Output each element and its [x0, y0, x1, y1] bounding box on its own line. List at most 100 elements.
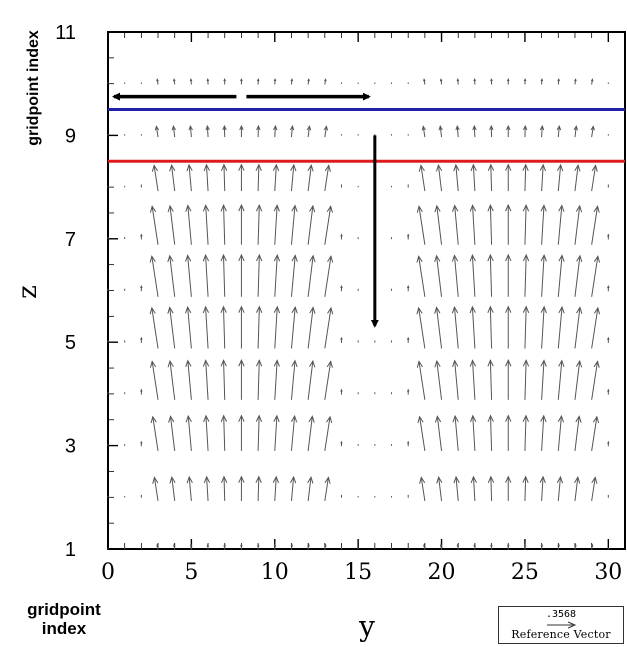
vector-arrow: [487, 414, 494, 451]
vector-arrow: [590, 78, 594, 85]
vector-arrow: [340, 285, 343, 292]
vector-arrow: [289, 475, 297, 501]
vector-arrow: [470, 414, 477, 451]
vector-arrow: [273, 253, 281, 297]
vector-arrow: [307, 359, 316, 400]
vector-arrow: [487, 305, 494, 349]
vector-arrow: [186, 163, 193, 192]
vector-arrow: [505, 203, 512, 245]
reference-vector-box: .3568 Reference Vector: [498, 606, 624, 644]
x-axis-gridpoint-label-line1: gridpoint: [27, 600, 101, 619]
vector-arrow: [188, 124, 193, 138]
vector-arrow: [173, 78, 176, 85]
vector-arrow: [574, 204, 583, 245]
vector-arrow: [574, 543, 577, 550]
vector-arrow: [307, 306, 316, 349]
vector-arrow: [307, 415, 315, 451]
vector-arrow: [557, 359, 565, 400]
vector-arrow: [557, 543, 560, 550]
vector-arrow: [434, 359, 443, 400]
vector-arrow: [238, 359, 245, 400]
vector-arrow: [452, 204, 459, 245]
vector-arrow: [523, 543, 527, 550]
vector-arrow: [223, 78, 226, 85]
vector-arrow: [557, 414, 565, 451]
vector-arrow: [307, 78, 310, 85]
vector-arrow: [220, 414, 228, 451]
vector-arrow: [273, 78, 277, 85]
vector-arrow: [505, 359, 512, 400]
vector-arrow: [273, 414, 280, 451]
vector-arrow: [469, 253, 476, 297]
vector-arrow: [423, 543, 426, 550]
vector-arrow: [255, 359, 263, 400]
vector-arrow: [324, 78, 327, 85]
vector-arrow: [185, 414, 192, 451]
vector-arrow: [456, 543, 460, 550]
x-tick-label: 10: [261, 560, 289, 585]
vector-arrow: [290, 78, 294, 85]
vector-arrow: [307, 476, 314, 501]
vector-arrow: [324, 415, 333, 451]
vector-arrow: [154, 125, 160, 138]
vector-arrow: [522, 163, 529, 192]
reference-vector-value: .3568: [545, 609, 577, 620]
vector-arrow: [469, 359, 477, 400]
vector-arrow: [522, 475, 529, 501]
vector-arrow: [436, 476, 443, 501]
vector-arrow: [539, 163, 546, 192]
vector-arrow: [189, 78, 193, 85]
vector-arrow: [607, 388, 610, 395]
vector-arrow: [203, 475, 211, 501]
vector-arrow: [455, 124, 460, 138]
vector-arrow: [256, 253, 263, 297]
vector-arrow: [150, 415, 159, 451]
vector-arrow: [324, 360, 333, 400]
vector-arrow: [238, 163, 245, 192]
x-axis-label: y: [358, 610, 375, 643]
vector-arrow: [272, 163, 280, 192]
vector-arrow: [290, 254, 298, 297]
vector-arrow: [607, 233, 610, 240]
y-axis-gridpoint-label: gridpoint index: [25, 30, 42, 146]
vector-arrow: [206, 78, 210, 85]
vector-arrow: [557, 254, 565, 297]
vector-arrow: [557, 204, 565, 245]
vector-arrow: [540, 78, 544, 85]
vector-arrow: [221, 475, 228, 501]
vector-arrow: [434, 204, 443, 245]
vector-arrow: [489, 124, 494, 138]
vector-arrow: [416, 360, 426, 400]
vector-arrow: [290, 414, 298, 451]
vector-arrow: [574, 306, 583, 349]
vector-arrow: [256, 543, 260, 550]
vector-arrow: [340, 388, 343, 395]
reference-vector-label: Reference Vector: [511, 628, 611, 641]
vector-arrow: [591, 255, 601, 297]
vector-arrow: [324, 164, 331, 192]
vector-arrow: [591, 476, 598, 502]
vector-arrow: [156, 543, 159, 550]
vector-arrow: [505, 253, 512, 297]
vector-arrow: [324, 255, 334, 297]
annotation-overlays: [108, 92, 625, 328]
vector-arrow: [140, 233, 143, 240]
vector-arrow: [523, 78, 527, 85]
vector-arrow: [522, 124, 528, 138]
vector-arrow: [273, 543, 277, 550]
vector-arrow: [451, 254, 459, 297]
vector-arrow: [289, 124, 295, 138]
vector-arrow: [591, 205, 600, 245]
vector-arrow: [140, 440, 143, 447]
vector-arrow: [607, 440, 610, 447]
vector-arrow: [487, 203, 494, 245]
vector-arrow: [340, 233, 343, 240]
vector-arrow: [149, 205, 159, 245]
vector-arrow: [255, 203, 263, 245]
vector-arrow: [540, 359, 547, 400]
vector-arrow: [140, 285, 143, 292]
vector-arrow: [607, 285, 610, 292]
vector-arrow: [324, 306, 334, 349]
vector-arrow: [557, 305, 565, 349]
vector-arrow: [419, 476, 426, 502]
